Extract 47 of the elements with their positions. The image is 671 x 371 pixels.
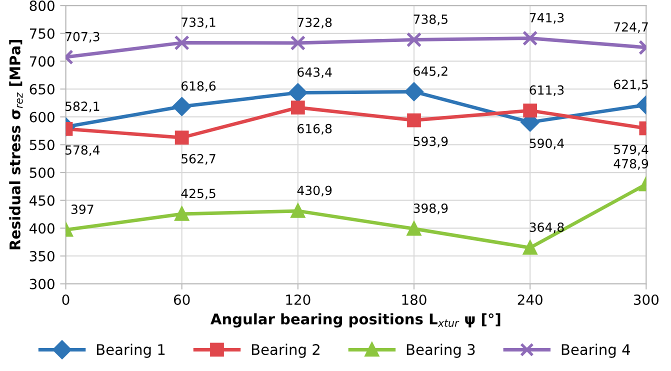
x-tick-label: 60 bbox=[174, 294, 190, 305]
data-label: 643,4 bbox=[298, 67, 332, 78]
x-tick-label: 240 bbox=[518, 294, 542, 305]
data-label: 398,9 bbox=[414, 204, 448, 214]
y-tick-label: 550 bbox=[30, 140, 54, 150]
data-label: 579,4 bbox=[614, 144, 648, 156]
data-label: 582,1 bbox=[65, 102, 100, 112]
y-tick-label: 650 bbox=[30, 84, 54, 95]
data-label: 397 bbox=[71, 204, 94, 214]
y-tick-label: 500 bbox=[30, 167, 54, 178]
y-tick-label: 600 bbox=[30, 112, 54, 122]
x-tick-label: 120 bbox=[286, 294, 310, 305]
data-label: 621,5 bbox=[614, 80, 648, 90]
data-label: 732,8 bbox=[298, 18, 332, 28]
x-tick-label: 300 bbox=[634, 294, 659, 305]
data-label: 590,4 bbox=[530, 138, 564, 150]
data-label: 593,9 bbox=[414, 136, 448, 148]
legend-label: Bearing 4 bbox=[562, 344, 630, 358]
data-label: 724,7 bbox=[614, 22, 648, 33]
data-label: 645,2 bbox=[414, 66, 448, 78]
y-axis-title: Residual stress σ$_{rez}$ [MPa] bbox=[9, 40, 23, 250]
y-tick-label: 300 bbox=[30, 278, 54, 290]
data-label: 707,3 bbox=[66, 32, 100, 43]
data-label: 738,5 bbox=[414, 14, 448, 26]
data-label: 611,3 bbox=[530, 85, 564, 96]
legend-label: Bearing 1 bbox=[97, 344, 165, 358]
x-tick-label: 0 bbox=[62, 294, 70, 305]
data-label: 741,3 bbox=[530, 12, 564, 24]
data-label: 616,8 bbox=[298, 124, 332, 135]
data-label: 733,1 bbox=[182, 18, 216, 28]
data-label: 425,5 bbox=[181, 188, 216, 200]
y-tick-label: 400 bbox=[30, 223, 54, 234]
data-label: 430,9 bbox=[297, 186, 332, 196]
data-label: 364,8 bbox=[530, 222, 564, 234]
data-label: 618,6 bbox=[181, 81, 216, 92]
legend-label: Bearing 2 bbox=[252, 344, 320, 358]
data-label: 578,4 bbox=[65, 145, 100, 156]
data-label: 478,9 bbox=[614, 158, 648, 170]
y-tick-label: 750 bbox=[30, 28, 54, 39]
y-tick-label: 450 bbox=[30, 195, 54, 206]
legend-label: Bearing 3 bbox=[406, 344, 475, 358]
y-tick-label: 800 bbox=[30, 0, 54, 12]
data-label: 562,7 bbox=[182, 154, 216, 165]
y-tick-label: 350 bbox=[30, 250, 54, 262]
x-axis-title: Angular bearing positions L$_{xtur}$ ψ [°] bbox=[210, 313, 500, 328]
y-tick-label: 700 bbox=[30, 56, 54, 67]
x-tick-label: 180 bbox=[402, 294, 426, 305]
